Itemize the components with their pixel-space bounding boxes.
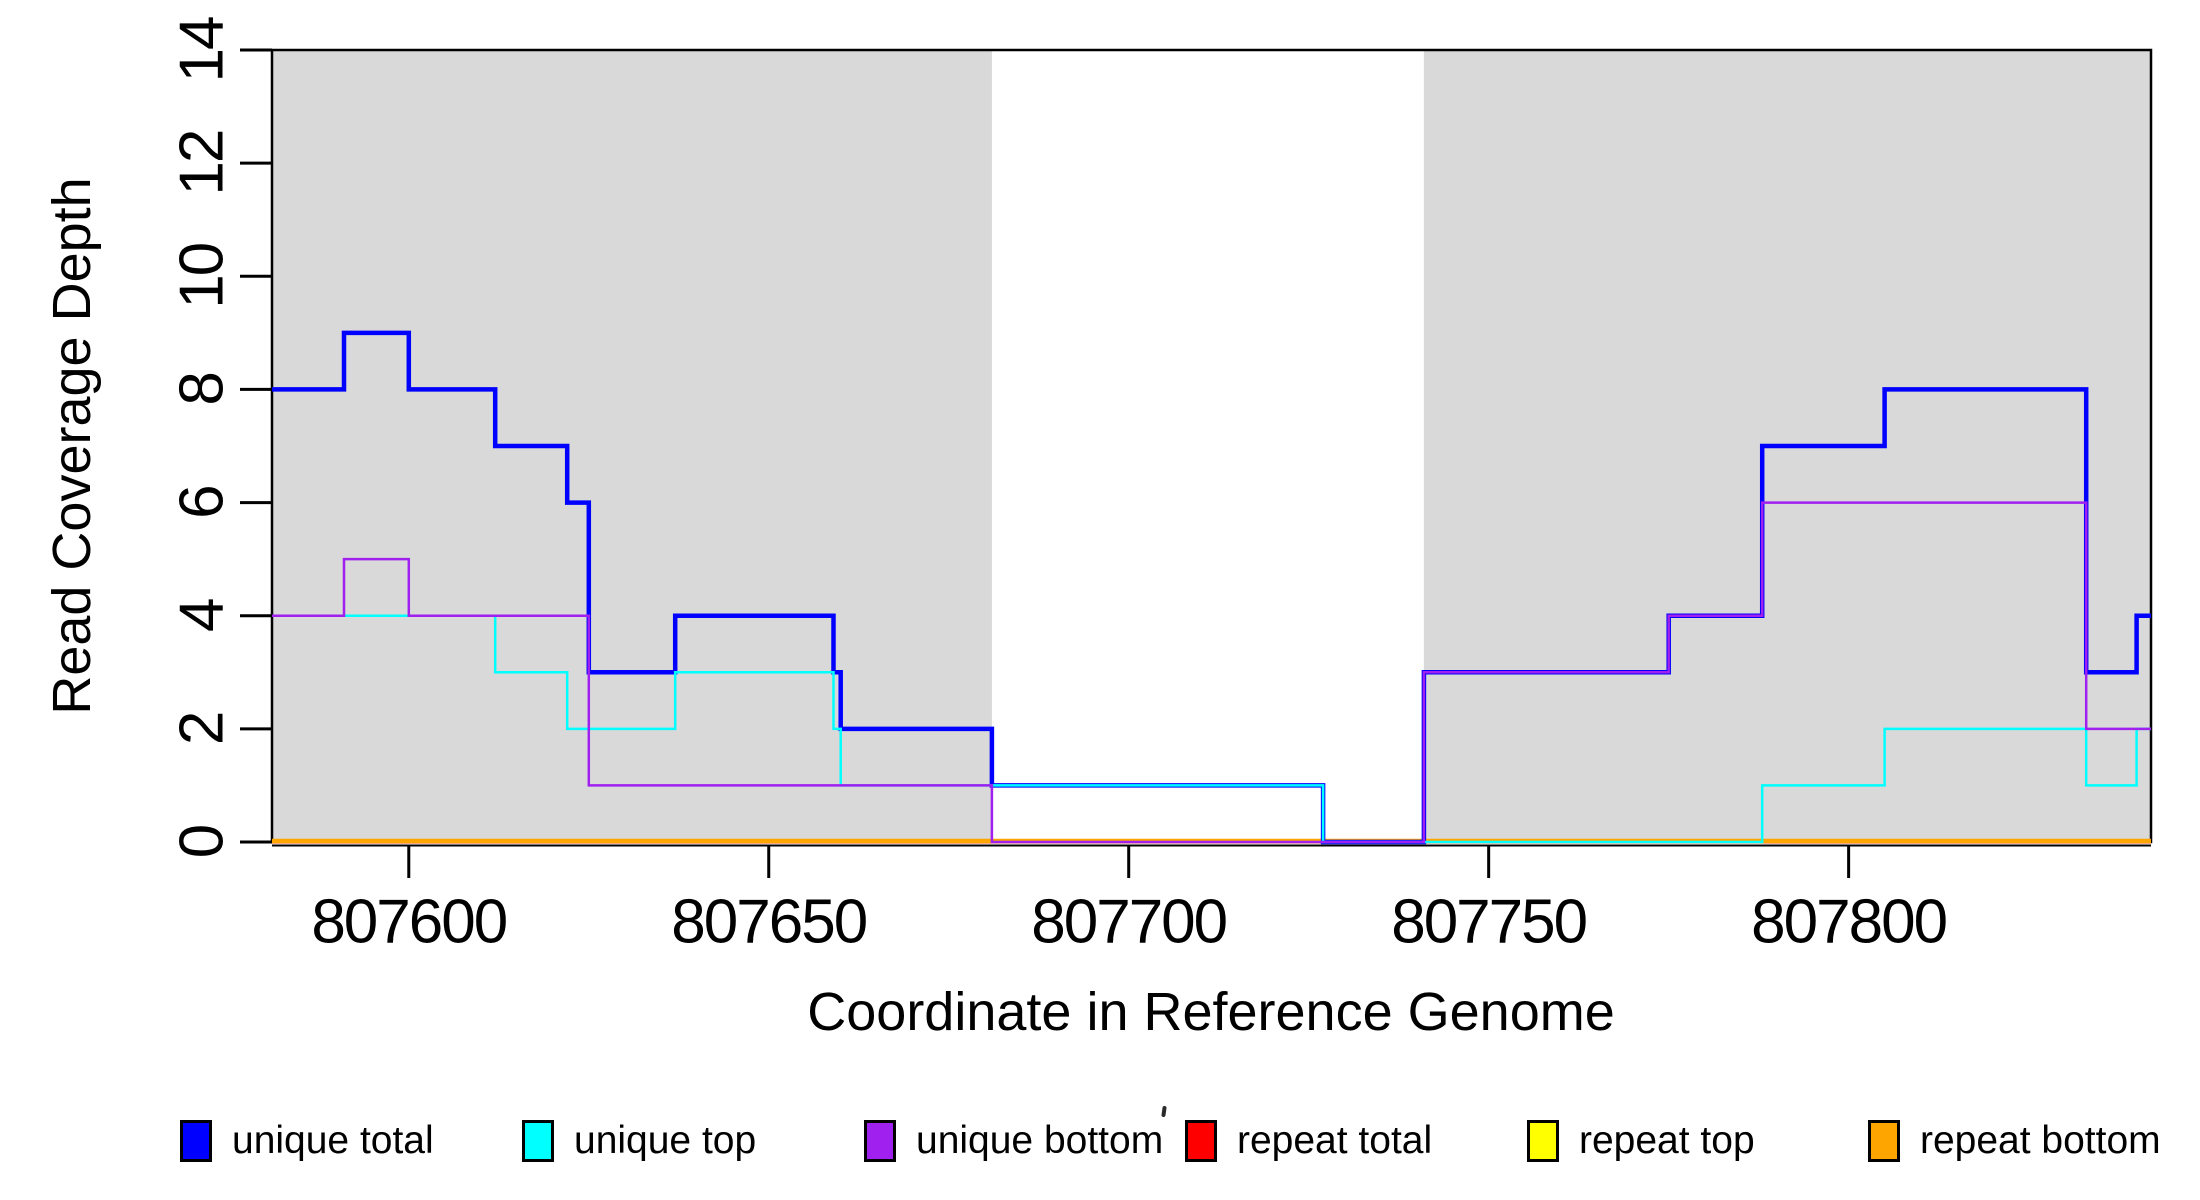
x-tick-label: 807800 xyxy=(1751,888,1946,957)
x-tick-label: 807700 xyxy=(1031,888,1226,957)
x-axis-title: Coordinate in Reference Genome xyxy=(807,982,1614,1042)
series-line-unique-bottom xyxy=(272,501,2151,844)
y-tick-label: 4 xyxy=(168,599,237,632)
y-axis-title: Read Coverage Depth xyxy=(42,177,102,714)
ticks-layer: 807600 807650 807700 807750 807800 0 2 4 6 8 10 12 1… xyxy=(168,17,1949,957)
y-tick-label: 0 xyxy=(168,825,237,858)
y-tick-label: 12 xyxy=(168,131,237,196)
y-tick-label: 6 xyxy=(168,486,237,518)
x-tick-label: 807750 xyxy=(1391,888,1586,957)
series-line-unique-total xyxy=(272,330,2151,845)
x-tick-label: 807650 xyxy=(671,888,866,957)
y-tick-label: 2 xyxy=(168,713,237,745)
y-tick-label: 10 xyxy=(168,243,237,308)
x-tick-label: 807600 xyxy=(311,888,506,957)
series-layer xyxy=(272,330,2151,845)
shaded-region xyxy=(272,50,992,842)
y-tick-label: 14 xyxy=(168,17,237,82)
series-line-unique-top xyxy=(272,614,2151,844)
y-tick-label: 8 xyxy=(168,373,237,405)
